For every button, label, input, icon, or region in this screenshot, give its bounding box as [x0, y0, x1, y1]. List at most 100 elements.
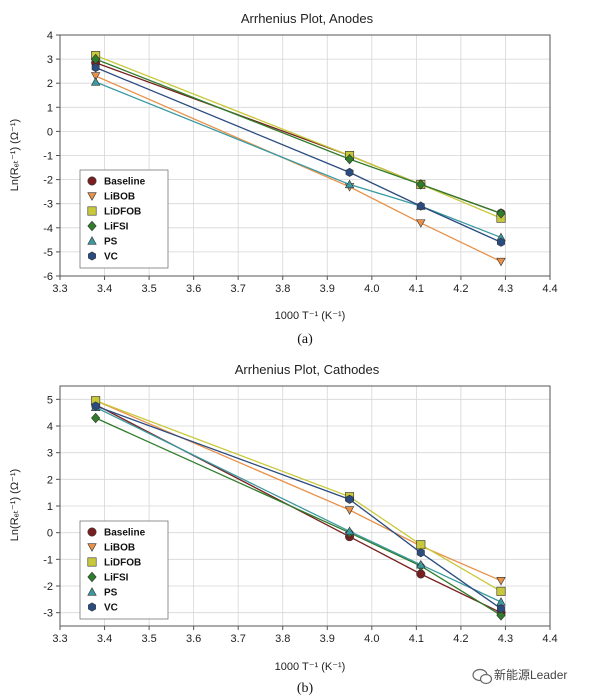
- anodes-legend: Baseline LiBOB LiDFOB LiFSI PS VC: [79, 169, 169, 269]
- cathodes-x-tick-label: 3.6: [186, 633, 201, 645]
- anodes-legend-label-baseline: Baseline: [104, 177, 146, 188]
- anodes-panel: Arrhenius Plot, Anodes 3.3 3.4 3.5 3.6 3.7 3.…: [9, 11, 558, 347]
- cathodes-caption: (b): [297, 681, 314, 696]
- cathodes-vc-point: [497, 604, 505, 614]
- cathodes-vc-point: [345, 494, 354, 504]
- cathodes-x-ticks: 3.3 3.4 3.5 3.6 3.7 3.8 3.9 4.0 4.1 4.2 4.3 4.4: [52, 626, 558, 645]
- cathodes-y-tick-label: 1: [47, 501, 53, 513]
- cathodes-y-tick-label: 5: [47, 394, 53, 406]
- cathodes-x-tick-label: 3.3: [52, 633, 67, 645]
- cathodes-legend-label-lidfob: LiDFOB: [104, 558, 141, 569]
- anodes-x-tick-label: 3.6: [186, 283, 201, 295]
- anodes-ps-point: [90, 77, 101, 86]
- cathodes-x-axis-label: 1000 T⁻¹ (K⁻¹): [275, 661, 346, 673]
- anodes-y-tick-label: 2: [47, 78, 53, 90]
- anodes-series-vc: [91, 62, 505, 247]
- cathodes-legend-marker-lidfob: [87, 557, 97, 567]
- anodes-ps-point: [344, 179, 355, 189]
- cathodes-legend-marker-lifsi: [87, 571, 97, 583]
- anodes-x-tick-label: 4.1: [409, 283, 424, 295]
- anodes-legend-label-libob: LiBOB: [104, 192, 135, 203]
- anodes-y-tick-label: 4: [47, 30, 53, 42]
- anodes-x-tick-label: 3.9: [320, 283, 335, 295]
- wechat-icon: [472, 668, 493, 685]
- anodes-vc-line: [95, 66, 502, 243]
- cathodes-libob-line: [95, 400, 502, 582]
- anodes-y-tick-label: 1: [47, 102, 53, 114]
- cathodes-y-tick-label: 3: [47, 448, 53, 460]
- cathodes-vc-line: [95, 405, 502, 610]
- anodes-legend-label-lifsi: LiFSI: [104, 222, 129, 233]
- anodes-y-axis-label: Ln(Rₑₜ⁻¹) (Ω⁻¹): [9, 119, 21, 191]
- anodes-legend-marker-lidfob: [87, 206, 97, 216]
- cathodes-ps-point: [416, 559, 426, 569]
- anodes-y-tick-label: -2: [43, 175, 53, 187]
- anodes-legend-label-lidfob: LiDFOB: [104, 207, 141, 218]
- anodes-libob-point: [90, 72, 101, 81]
- cathodes-legend: Baseline LiBOB LiDFOB LiFSI PS VC: [79, 520, 169, 620]
- cathodes-lidfob-line: [95, 400, 502, 592]
- cathodes-legend-box: [79, 520, 169, 620]
- cathodes-legend-marker-ps: [87, 587, 97, 596]
- anodes-vc-point: [345, 167, 354, 177]
- anodes-chart-title: Arrhenius Plot, Anodes: [241, 11, 374, 26]
- cathodes-y-tick-label: 2: [47, 474, 53, 486]
- anodes-vc-point: [91, 62, 100, 73]
- cathodes-y-axis-label: Ln(Rₑₜ⁻¹) (Ω⁻¹): [9, 469, 21, 541]
- cathodes-legend-label-baseline: Baseline: [104, 528, 146, 539]
- cathodes-legend-label-lifsi: LiFSI: [104, 573, 129, 584]
- cathodes-ps-line: [95, 406, 502, 603]
- cathodes-ps-point: [344, 526, 355, 535]
- anodes-x-tick-label: 3.7: [231, 283, 246, 295]
- anodes-legend-marker-ps: [87, 236, 97, 245]
- cathodes-x-tick-label: 3.9: [320, 633, 335, 645]
- anodes-y-tick-label: -5: [43, 247, 53, 259]
- anodes-libob-line: [95, 75, 502, 263]
- cathodes-libob-point: [344, 506, 355, 515]
- cathodes-lidfob-point: [496, 586, 506, 596]
- cathodes-y-tick-label: -2: [43, 581, 53, 593]
- cathodes-libob-point: [496, 577, 506, 586]
- anodes-x-tick-label: 4.3: [498, 283, 513, 295]
- anodes-libob-point: [416, 219, 426, 228]
- cathodes-vc-point: [416, 548, 425, 558]
- anodes-lifsi-point: [496, 208, 506, 219]
- anodes-legend-label-ps: PS: [104, 237, 118, 248]
- anodes-x-tick-label: 4.0: [364, 283, 379, 295]
- anodes-legend-marker-baseline: [87, 176, 97, 186]
- cathodes-x-tick-label: 4.2: [453, 633, 468, 645]
- watermark: 新能源Leader: [472, 667, 567, 685]
- anodes-x-axis-label: 1000 T⁻¹ (K⁻¹): [275, 310, 346, 322]
- cathodes-x-tick-label: 4.4: [542, 633, 557, 645]
- anodes-vc-point: [497, 237, 505, 247]
- anodes-x-tick-label: 3.8: [275, 283, 290, 295]
- cathodes-panel: Arrhenius Plot, Cathodes 3.3 3.4 3.5 3.6 3.7…: [9, 362, 558, 696]
- cathodes-y-tick-label: -1: [43, 554, 53, 566]
- anodes-y-tick-label: 3: [47, 54, 53, 66]
- anodes-caption: (a): [297, 332, 313, 347]
- anodes-lifsi-line: [95, 58, 502, 214]
- anodes-legend-marker-vc: [88, 251, 96, 261]
- cathodes-vc-point: [91, 401, 100, 411]
- anodes-x-tick-label: 3.5: [141, 283, 156, 295]
- cathodes-lifsi-point: [91, 412, 101, 424]
- anodes-x-tick-label: 4.2: [453, 283, 468, 295]
- cathodes-x-tick-label: 3.7: [231, 633, 246, 645]
- anodes-y-tick-label: -3: [43, 199, 53, 211]
- cathodes-y-tick-label: 4: [47, 421, 53, 433]
- cathodes-y-ticks: -3 -2 -1 0 1 2 3 4 5: [43, 394, 60, 620]
- cathodes-lifsi-point: [496, 610, 506, 621]
- cathodes-x-tick-label: 4.3: [498, 633, 513, 645]
- cathodes-legend-marker-baseline: [87, 527, 97, 537]
- cathodes-legend-marker-libob: [87, 543, 97, 552]
- cathodes-legend-label-vc: VC: [104, 603, 118, 614]
- anodes-ps-line: [95, 81, 502, 239]
- anodes-legend-label-vc: VC: [104, 252, 118, 263]
- anodes-lifsi-point: [416, 179, 426, 190]
- anodes-x-tick-label: 3.4: [97, 283, 112, 295]
- cathodes-x-tick-label: 3.8: [275, 633, 290, 645]
- anodes-legend-marker-lifsi: [87, 220, 97, 232]
- cathodes-series-vc: [91, 401, 505, 614]
- cathodes-y-tick-label: 0: [47, 528, 53, 540]
